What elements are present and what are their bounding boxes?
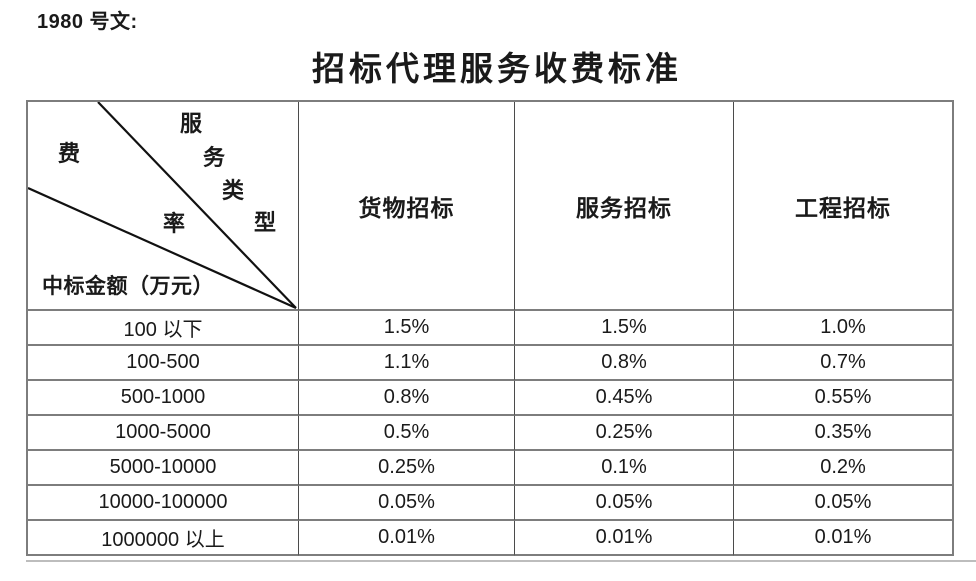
- corner-fee-rate-char: 率: [163, 211, 186, 236]
- rate-cell: 0.05%: [734, 486, 954, 521]
- rate-cell: 0.25%: [515, 416, 734, 451]
- rate-cell: 0.05%: [299, 486, 515, 521]
- rate-cell: 0.55%: [734, 381, 954, 416]
- amount-range-cell: 100 以下: [28, 311, 299, 346]
- rate-cell: 0.8%: [299, 381, 515, 416]
- corner-fee-rate-char: 费: [58, 141, 81, 166]
- rate-cell: 0.25%: [299, 451, 515, 486]
- column-header-engineering: 工程招标: [734, 102, 954, 311]
- corner-service-type-char: 务: [203, 145, 226, 170]
- rate-cell: 0.8%: [515, 346, 734, 381]
- amount-range-cell: 100-500: [28, 346, 299, 381]
- corner-service-type-char: 服: [180, 111, 203, 136]
- column-header-services: 服务招标: [515, 102, 734, 311]
- corner-amount-label: 中标金额（万元）: [42, 274, 214, 298]
- corner-service-type-char: 类: [222, 178, 245, 203]
- rate-cell: 0.2%: [734, 451, 954, 486]
- fee-standard-table: 服 务 类 型 费 率 中标金额（万元） 货物招标 服务招标 工程招标 100 …: [26, 100, 954, 556]
- rate-cell: 0.05%: [515, 486, 734, 521]
- column-header-goods: 货物招标: [299, 102, 515, 311]
- page-title: 招标代理服务收费标准: [312, 52, 682, 88]
- rate-cell: 0.01%: [515, 521, 734, 556]
- rate-cell: 0.01%: [734, 521, 954, 556]
- rate-cell: 0.5%: [299, 416, 515, 451]
- rate-cell: 1.0%: [734, 311, 954, 346]
- corner-service-type-char: 型: [254, 210, 277, 235]
- rate-cell: 0.7%: [734, 346, 954, 381]
- rate-cell: 1.1%: [299, 346, 515, 381]
- page-bottom-rule: [26, 560, 976, 562]
- rate-cell: 1.5%: [299, 311, 515, 346]
- rate-cell: 0.1%: [515, 451, 734, 486]
- doc-number-label: 1980 号文:: [37, 11, 138, 33]
- amount-range-cell: 1000000 以上: [28, 521, 299, 556]
- amount-range-cell: 5000-10000: [28, 451, 299, 486]
- table-corner-cell: 服 务 类 型 费 率 中标金额（万元）: [28, 102, 299, 311]
- amount-range-cell: 500-1000: [28, 381, 299, 416]
- diagonal-divider-lines: [28, 102, 297, 309]
- rate-cell: 1.5%: [515, 311, 734, 346]
- amount-range-cell: 1000-5000: [28, 416, 299, 451]
- rate-cell: 0.35%: [734, 416, 954, 451]
- amount-range-cell: 10000-100000: [28, 486, 299, 521]
- rate-cell: 0.45%: [515, 381, 734, 416]
- rate-cell: 0.01%: [299, 521, 515, 556]
